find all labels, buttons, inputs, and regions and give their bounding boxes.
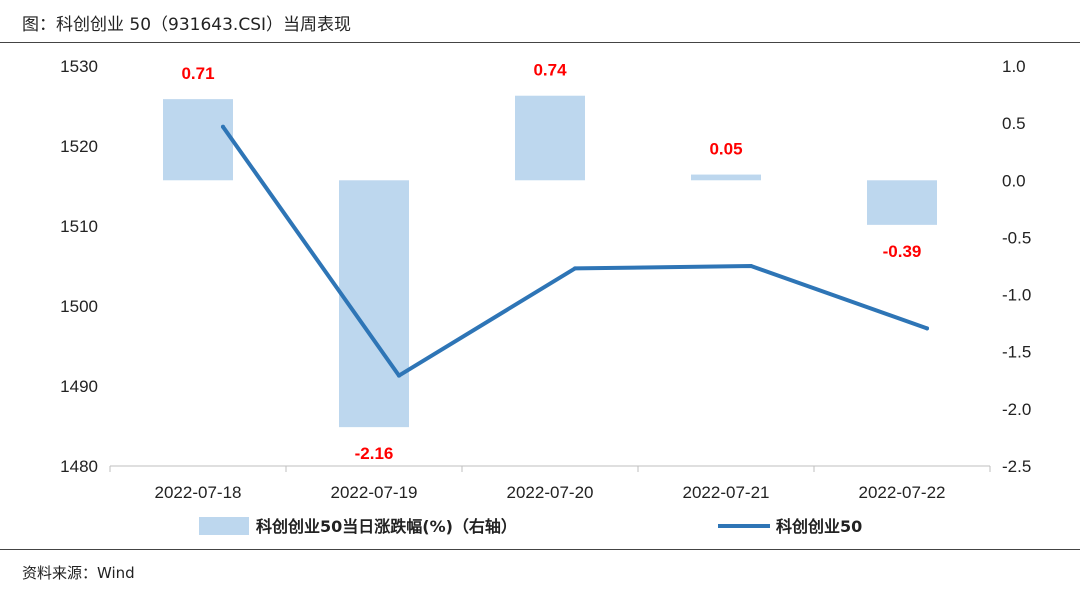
source-note: 资料来源：Wind [22,564,135,582]
y-right-tick-label: 0.0 [1002,171,1026,190]
line-point [397,373,401,378]
legend: 科创创业50当日涨跌幅(%)（右轴） 科创创业50 [199,517,862,536]
legend-label-bar: 科创创业50当日涨跌幅(%)（右轴） [256,517,517,536]
x-tick-label: 2022-07-21 [683,483,770,502]
y-right-tick-label: -1.0 [1002,286,1031,305]
bar [339,180,409,428]
bar [163,99,233,181]
bar [867,180,937,225]
line-point [221,124,225,129]
top-divider [0,42,1080,43]
bar-data-label: -0.39 [883,242,922,261]
y-right-tick-label: 1.0 [1002,57,1026,76]
bar-data-label: 0.74 [533,61,567,80]
y-right-tick-label: -2.5 [1002,457,1031,476]
line-point [925,326,929,331]
axes: 2022-07-18 2022-07-19 2022-07-20 2022-07-21… [60,57,1031,502]
line-series [221,124,929,378]
bar-data-label: 0.71 [181,64,214,83]
x-tick-label: 2022-07-19 [331,483,418,502]
line-point [573,266,577,271]
data-labels: 0.71 -2.16 0.74 0.05 -0.39 [181,61,921,463]
x-tick-label: 2022-07-22 [859,483,946,502]
bottom-divider [0,549,1080,550]
y-right-tick-label: -1.5 [1002,343,1031,362]
y-left-tick-label: 1510 [60,217,98,236]
bar-data-label: 0.05 [709,140,742,159]
x-tick-label: 2022-07-20 [507,483,594,502]
y-left-tick-label: 1500 [60,297,98,316]
y-left-tick-label: 1490 [60,377,98,396]
y-left-tick-label: 1530 [60,57,98,76]
y-right-tick-label: -2.0 [1002,400,1031,419]
legend-label-line: 科创创业50 [776,517,862,536]
bar-data-label: -2.16 [355,444,394,463]
bar-series [163,95,937,428]
legend-swatch-bar [199,517,249,535]
y-left-tick-label: 1520 [60,137,98,156]
chart-title: 图：科创创业 50（931643.CSI）当周表现 [22,15,352,35]
line-point [749,264,753,268]
y-right-tick-label: 0.5 [1002,114,1026,133]
y-right-tick-label: -0.5 [1002,228,1031,247]
y-left-tick-label: 1480 [60,457,98,476]
x-tick-label: 2022-07-18 [155,483,242,502]
bar [691,174,761,181]
bar [515,95,585,181]
